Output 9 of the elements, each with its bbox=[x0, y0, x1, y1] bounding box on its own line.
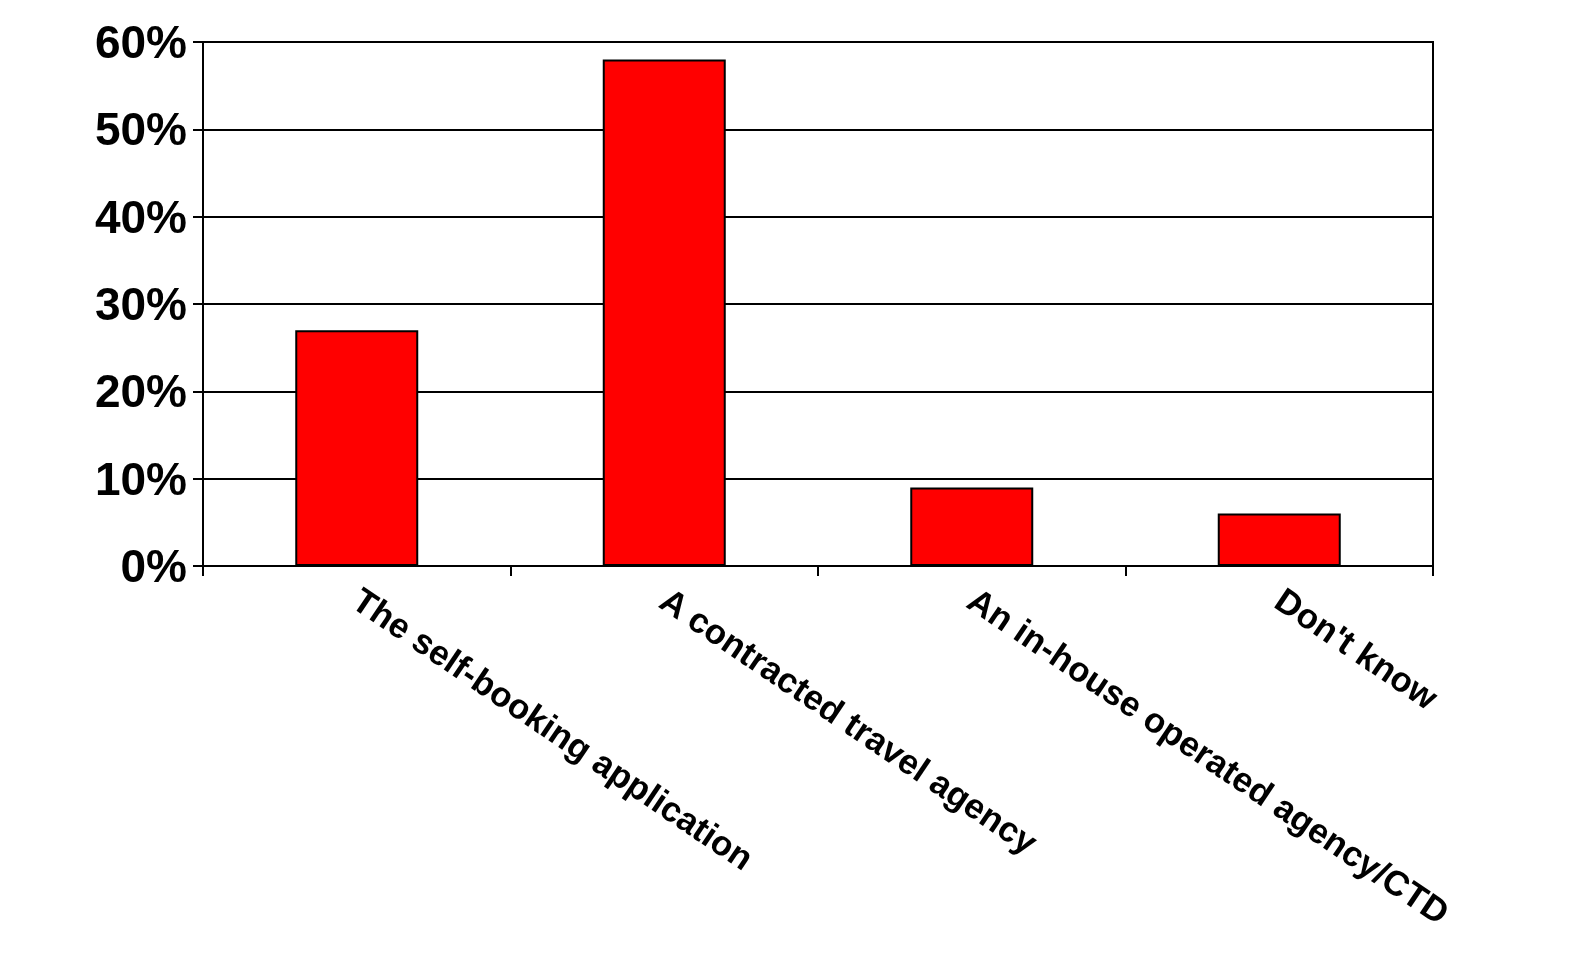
y-tick-label: 60% bbox=[94, 16, 187, 68]
y-tick-label: 30% bbox=[94, 278, 187, 330]
bar bbox=[1217, 513, 1341, 566]
y-tick-label: 0% bbox=[120, 540, 187, 592]
bar bbox=[910, 487, 1034, 566]
y-tick-label: 40% bbox=[94, 190, 187, 243]
y-tick-label: 10% bbox=[94, 452, 187, 505]
y-tick-label: 20% bbox=[94, 365, 187, 418]
y-tick-label: 50% bbox=[94, 103, 187, 156]
